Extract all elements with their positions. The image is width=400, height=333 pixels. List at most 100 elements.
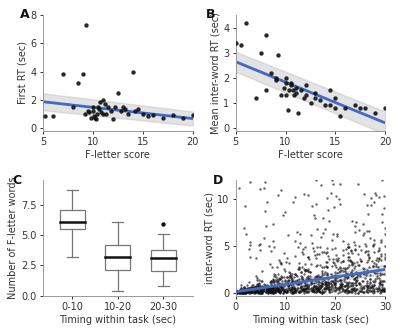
Point bbox=[232, 40, 239, 46]
Point bbox=[278, 273, 284, 279]
Point bbox=[238, 289, 244, 294]
Point bbox=[308, 286, 314, 291]
Point bbox=[345, 288, 351, 293]
Point bbox=[120, 104, 126, 109]
Point bbox=[262, 284, 268, 290]
Point bbox=[340, 268, 346, 273]
Point bbox=[272, 282, 278, 287]
Point bbox=[240, 290, 246, 295]
Point bbox=[347, 289, 354, 294]
Point bbox=[259, 286, 265, 291]
X-axis label: Timing within task (sec): Timing within task (sec) bbox=[252, 315, 369, 325]
Point bbox=[267, 290, 273, 295]
Point bbox=[375, 248, 382, 254]
Point bbox=[366, 288, 372, 293]
Point bbox=[381, 287, 387, 292]
Point bbox=[329, 283, 335, 288]
Point bbox=[343, 270, 349, 275]
Point bbox=[348, 272, 355, 278]
Point bbox=[244, 287, 250, 292]
Point bbox=[366, 283, 372, 288]
Point bbox=[272, 288, 278, 293]
Point bbox=[340, 283, 347, 288]
Point bbox=[284, 287, 290, 292]
Point bbox=[366, 285, 373, 291]
Point bbox=[312, 286, 319, 292]
Point bbox=[242, 290, 249, 295]
Point bbox=[259, 284, 266, 290]
Point bbox=[270, 290, 276, 295]
Point bbox=[288, 274, 294, 279]
Point bbox=[347, 257, 354, 263]
Point bbox=[304, 285, 310, 290]
Point bbox=[249, 282, 255, 287]
Point bbox=[316, 274, 322, 280]
Point bbox=[344, 286, 350, 291]
Point bbox=[360, 270, 366, 275]
Point bbox=[244, 289, 251, 295]
Point bbox=[312, 277, 319, 283]
Point bbox=[374, 287, 380, 292]
Point bbox=[278, 275, 284, 281]
Point bbox=[234, 290, 240, 295]
Point bbox=[322, 263, 329, 268]
Point bbox=[254, 282, 261, 287]
Point bbox=[370, 284, 376, 289]
Point bbox=[337, 277, 344, 283]
Point bbox=[326, 219, 332, 224]
Point bbox=[335, 278, 341, 284]
Point bbox=[332, 287, 339, 292]
Point bbox=[270, 284, 277, 290]
Point bbox=[301, 288, 308, 294]
Point bbox=[336, 285, 342, 291]
Point bbox=[326, 287, 332, 292]
Point bbox=[247, 286, 254, 291]
Point bbox=[360, 278, 366, 284]
Point bbox=[259, 285, 266, 291]
Point bbox=[382, 251, 388, 256]
Point bbox=[248, 284, 254, 289]
Point bbox=[254, 289, 260, 294]
Point bbox=[381, 205, 387, 210]
Point bbox=[289, 272, 296, 277]
Point bbox=[298, 277, 305, 282]
Point bbox=[352, 247, 358, 252]
Point bbox=[316, 251, 322, 256]
Point bbox=[356, 288, 362, 293]
Point bbox=[247, 254, 254, 259]
Point bbox=[237, 289, 244, 294]
Point bbox=[296, 266, 303, 271]
Point bbox=[324, 264, 330, 269]
Point bbox=[328, 281, 334, 286]
Point bbox=[322, 281, 329, 287]
Point bbox=[267, 286, 273, 291]
Point bbox=[345, 279, 352, 284]
Point bbox=[354, 274, 360, 279]
Point bbox=[272, 287, 279, 292]
Point bbox=[314, 287, 320, 292]
Point bbox=[311, 248, 318, 254]
Point bbox=[285, 278, 292, 283]
Point bbox=[252, 290, 258, 295]
Point bbox=[338, 281, 345, 287]
Point bbox=[299, 264, 306, 269]
Point bbox=[288, 279, 295, 285]
Point bbox=[370, 290, 377, 295]
Point bbox=[368, 284, 374, 290]
Point bbox=[295, 286, 302, 291]
Point bbox=[261, 281, 267, 286]
Point bbox=[233, 288, 240, 293]
Point bbox=[345, 241, 352, 246]
Point bbox=[292, 272, 299, 277]
Point bbox=[348, 258, 354, 263]
Point bbox=[302, 267, 309, 272]
Point bbox=[290, 280, 297, 285]
Point bbox=[238, 286, 244, 291]
Point bbox=[346, 244, 352, 249]
Point bbox=[328, 286, 335, 292]
Point bbox=[319, 250, 326, 255]
Point bbox=[237, 289, 243, 294]
Point bbox=[276, 286, 282, 291]
Point bbox=[382, 231, 388, 237]
Point bbox=[296, 265, 302, 270]
